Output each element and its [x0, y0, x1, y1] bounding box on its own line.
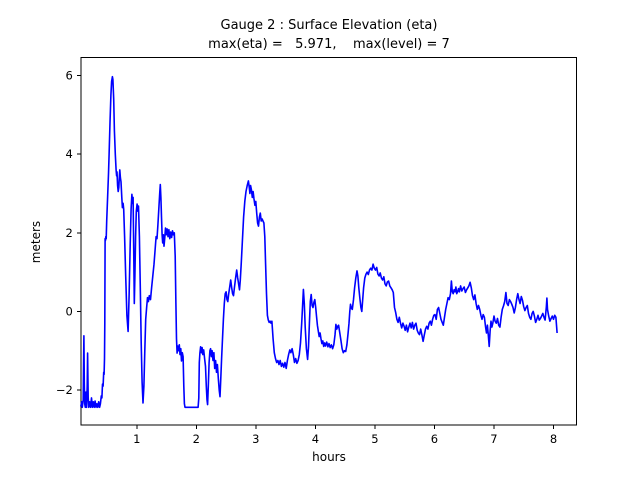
- y-tick-label: −2: [56, 383, 73, 397]
- y-axis-ticks: −2 0 2 4 6: [56, 69, 81, 397]
- x-tick-label: 3: [252, 432, 259, 446]
- plot-title: Gauge 2 : Surface Elevation (eta): [220, 18, 438, 33]
- x-tick-label: 4: [312, 432, 319, 446]
- y-tick-label: 0: [65, 304, 72, 318]
- plot-subtitle: max(eta) = 5.971, max(level) = 7: [208, 37, 450, 52]
- y-tick-label: 6: [65, 69, 72, 83]
- y-tick-label: 2: [65, 226, 72, 240]
- y-tick-label: 4: [65, 147, 72, 161]
- x-tick-label: 8: [550, 432, 557, 446]
- y-axis-label: meters: [29, 220, 43, 264]
- x-tick-label: 5: [371, 432, 378, 446]
- x-tick-label: 7: [490, 432, 497, 446]
- x-axis-label: hours: [312, 450, 346, 464]
- x-axis-ticks: 1 2 3 4 5 6 7 8: [133, 425, 557, 446]
- eta-line-series: [80, 75, 558, 409]
- x-tick-label: 2: [193, 432, 200, 446]
- x-tick-label: 1: [133, 432, 140, 446]
- x-tick-label: 6: [431, 432, 438, 446]
